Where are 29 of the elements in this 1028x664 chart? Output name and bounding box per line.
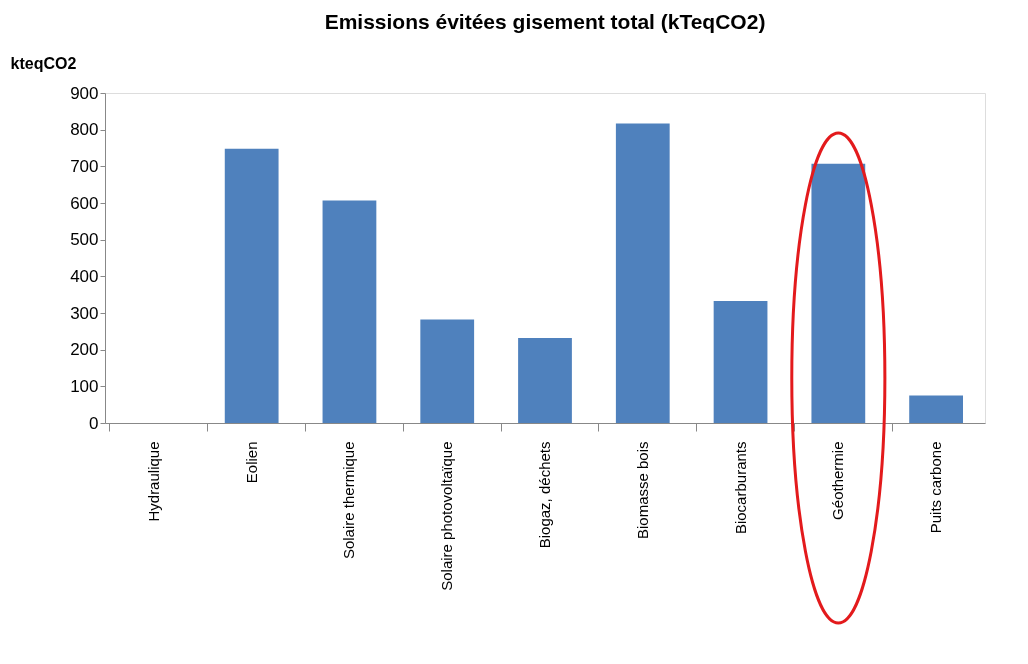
x-tick-label: Eolien	[242, 441, 260, 484]
x-tick-label: Solaire thermique	[340, 441, 358, 560]
bar	[224, 148, 279, 423]
y-tick-label: 300	[70, 303, 99, 323]
x-tick-label: Géothermie	[829, 441, 847, 520]
bar	[909, 395, 963, 423]
x-tick-label: Hydraulique	[144, 441, 162, 522]
y-tick-label: 500	[70, 230, 99, 250]
bar	[811, 163, 866, 423]
chart-title: Emissions évitées gisement total (kTeqCO2)	[324, 10, 766, 33]
y-tick-label: 0	[89, 413, 99, 433]
bar	[713, 300, 768, 423]
y-axis-title: kteqCO2	[10, 54, 77, 72]
bar	[518, 337, 572, 423]
bar	[322, 200, 377, 423]
y-tick-label: 800	[70, 120, 99, 140]
x-tick-label: Biomasse bois	[633, 441, 651, 540]
x-tick-label: Puits carbone	[927, 441, 945, 534]
y-tick-label: 200	[70, 340, 99, 360]
x-tick-label: Biocarburants	[731, 441, 749, 535]
y-tick-label: 900	[70, 83, 99, 103]
bar	[420, 319, 475, 423]
y-tick-label: 400	[70, 266, 99, 286]
bar	[615, 123, 670, 423]
y-tick-label: 700	[70, 156, 99, 176]
x-tick-label: Solaire photovoltaïque	[438, 441, 456, 591]
x-tick-label: Biogaz, déchets	[536, 441, 553, 549]
y-tick-label: 600	[70, 193, 99, 213]
y-tick-label: 100	[70, 376, 99, 396]
